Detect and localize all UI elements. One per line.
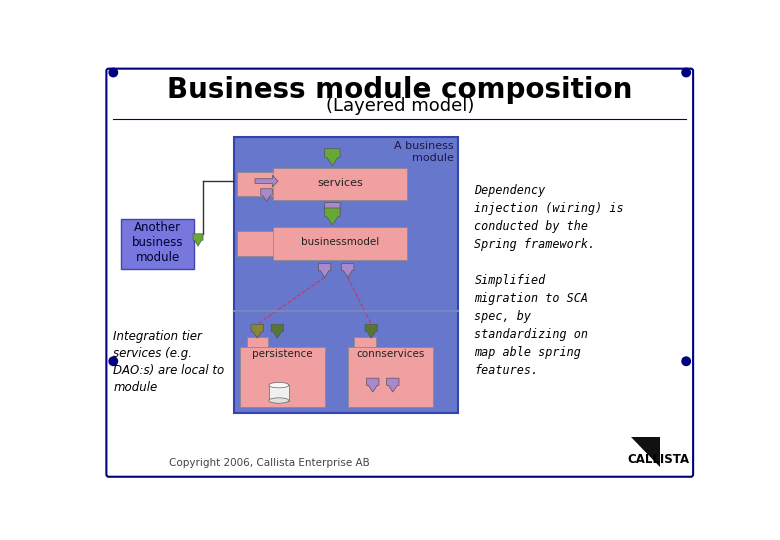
Polygon shape (255, 176, 278, 187)
Bar (237, 231, 275, 256)
Polygon shape (271, 325, 283, 338)
Bar (269, 385, 289, 401)
Bar (237, 172, 275, 197)
Bar (234, 137, 458, 413)
Circle shape (109, 68, 118, 77)
Circle shape (682, 357, 690, 366)
Polygon shape (324, 148, 340, 166)
Polygon shape (631, 437, 660, 467)
Polygon shape (193, 234, 203, 246)
Bar (354, 338, 376, 347)
Text: (Layered model): (Layered model) (325, 97, 474, 114)
Ellipse shape (269, 398, 289, 403)
Bar (240, 347, 325, 407)
Polygon shape (324, 208, 340, 225)
Polygon shape (261, 189, 272, 201)
Polygon shape (387, 378, 399, 392)
Text: Another
business
module: Another business module (132, 221, 183, 264)
Bar (273, 168, 407, 200)
Text: Integration tier
services (e.g.
DAO:s) are local to
module: Integration tier services (e.g. DAO:s) a… (113, 330, 225, 394)
Text: businessmodel: businessmodel (301, 237, 379, 247)
Circle shape (682, 68, 690, 77)
Bar (246, 338, 268, 347)
Text: Dependency
injection (wiring) is
conducted by the
Spring framework.: Dependency injection (wiring) is conduct… (474, 184, 624, 251)
Text: Business module composition: Business module composition (167, 76, 633, 104)
Ellipse shape (269, 382, 289, 388)
Text: Copyright 2006, Callista Enterprise AB: Copyright 2006, Callista Enterprise AB (168, 458, 370, 468)
FancyBboxPatch shape (106, 69, 693, 477)
Text: A business
module: A business module (394, 141, 454, 163)
Text: services: services (317, 178, 363, 187)
Polygon shape (251, 325, 264, 338)
Polygon shape (342, 264, 354, 278)
Polygon shape (365, 325, 378, 338)
Text: persistence: persistence (253, 349, 313, 359)
Polygon shape (318, 264, 331, 278)
Polygon shape (324, 202, 340, 220)
Polygon shape (367, 378, 379, 392)
Text: Simplified
migration to SCA
spec, by
standardizing on
map able spring
features.: Simplified migration to SCA spec, by sta… (474, 274, 588, 377)
Bar (273, 227, 407, 260)
Circle shape (109, 357, 118, 366)
Text: CALLISTA: CALLISTA (628, 453, 690, 465)
Text: connservices: connservices (356, 349, 424, 359)
Bar (348, 347, 433, 407)
Bar (121, 219, 194, 269)
